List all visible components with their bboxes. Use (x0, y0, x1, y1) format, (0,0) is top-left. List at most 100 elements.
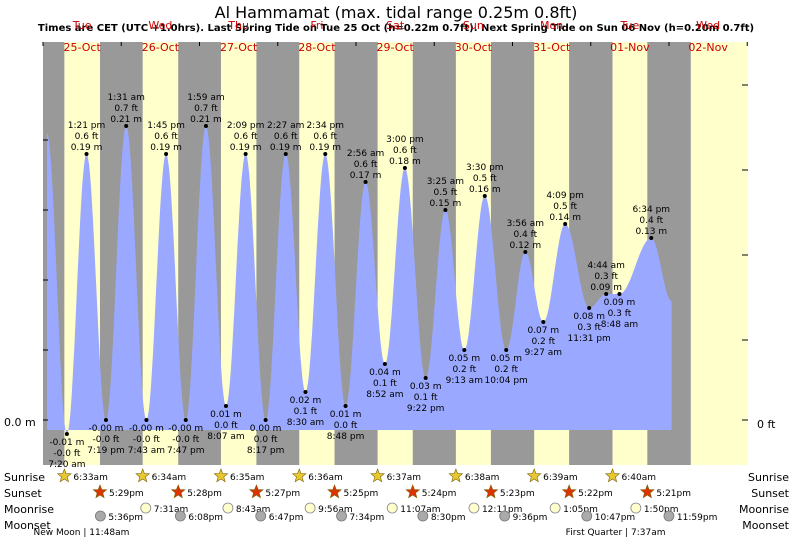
moonset-icon (663, 510, 675, 522)
tide-ft-label: 0.0 ft (214, 421, 238, 431)
tide-time-label: 3:00 pm (386, 135, 424, 145)
high-tide-marker: 2:56 am0.6 ft0.17 m (347, 149, 384, 184)
sunrise-event: 6:40am (604, 468, 656, 483)
high-tide-marker: 4:09 pm0.5 ft0.14 m (546, 191, 584, 226)
moonrise-time: 12:11pm (482, 505, 522, 515)
moonset-icon (417, 510, 429, 522)
tide-ft-label: 0.6 ft (154, 132, 178, 142)
tide-time-label: 8:48 am (601, 320, 638, 330)
sunset-event: 5:28pm (170, 484, 222, 499)
tide-ft-label: 0.3 ft (608, 309, 632, 319)
tide-ft-label: 0.5 ft (553, 202, 577, 212)
sunrise-icon (56, 468, 72, 483)
tide-ft-label: 0.6 ft (274, 132, 298, 142)
tide-m-label: -0.00 m (168, 424, 203, 434)
moonrise-icon (222, 502, 234, 514)
tide-time-label: 9:13 am (446, 376, 483, 386)
tide-time-label: 7:19 pm (87, 446, 125, 456)
moonrise-event: 7:31am (140, 502, 188, 515)
high-tide-marker: 3:30 pm0.5 ft0.16 m (466, 163, 504, 198)
day-date-label: 02-Nov (688, 41, 728, 54)
tide-m-label: 0.19 m (71, 143, 103, 153)
tide-ft-label: 0.0 ft (254, 435, 278, 445)
moonset-event: 9:36pm (499, 510, 547, 523)
low-tide-marker: 0.01 m0.0 ft8:48 pm (327, 404, 364, 442)
day-name-label: Mon (540, 19, 563, 32)
sunset-icon (405, 484, 421, 499)
tide-point (243, 152, 248, 156)
day-date-label: 31-Oct (533, 41, 571, 54)
tide-point (563, 222, 568, 226)
row-label-right: Sunset (751, 487, 789, 500)
tide-point (263, 418, 268, 422)
low-tide-marker: 0.09 m0.3 ft8:48 am (601, 292, 638, 330)
moonset-time: 5:36pm (108, 513, 143, 523)
day-name-label: Thu (227, 19, 249, 32)
tide-point (323, 152, 328, 156)
sunrise-time: 6:35am (230, 473, 265, 483)
tide-point (604, 292, 609, 296)
high-tide-marker: 4:44 am0.3 ft0.09 m (588, 261, 625, 296)
sunset-time: 5:29pm (109, 489, 144, 499)
moonrise-time: 9:56am (318, 505, 353, 515)
sunrise-event: 6:37am (370, 468, 422, 483)
moonset-time: 11:59pm (677, 513, 717, 523)
tide-m-label: 0.13 m (635, 227, 667, 237)
tide-ft-label: 0.3 ft (577, 323, 601, 333)
moonset-time: 7:34pm (350, 513, 385, 523)
tide-ft-label: 0.5 ft (434, 188, 458, 198)
daylight-band (690, 42, 748, 465)
moonset-icon (94, 510, 106, 522)
tide-point (382, 362, 387, 366)
tide-time-label: 1:45 pm (147, 121, 185, 131)
tide-point (103, 418, 108, 422)
tide-time-label: 8:30 am (287, 418, 324, 428)
tide-time-label: 9:22 pm (407, 404, 445, 414)
moonrise-icon (549, 502, 561, 514)
moonrise-event: 9:56am (304, 502, 353, 515)
moonrise-icon (630, 502, 642, 514)
moonset-time: 10:47pm (595, 513, 635, 523)
high-tide-marker: 1:45 pm0.6 ft0.19 m (147, 121, 185, 156)
high-tide-marker: 2:09 pm0.6 ft0.19 m (227, 121, 265, 156)
sunset-icon (248, 484, 264, 499)
tide-m-label: 0.19 m (309, 143, 341, 153)
day-name-label: Wed (696, 19, 720, 32)
high-tide-marker: 2:27 am0.6 ft0.19 m (267, 121, 304, 156)
tide-point (203, 124, 208, 128)
tide-m-label: 0.00 m (250, 424, 282, 434)
tide-m-label: 0.19 m (230, 143, 262, 153)
tide-time-label: 3:25 am (427, 177, 464, 187)
tide-m-label: 0.16 m (469, 185, 501, 195)
high-tide-marker: 2:34 pm0.6 ft0.19 m (306, 121, 344, 156)
tide-point (124, 124, 129, 128)
moonrise-time: 1:05pm (563, 505, 598, 515)
moonset-icon (499, 510, 511, 522)
day-date-label: 01-Nov (610, 41, 650, 54)
sunrise-event: 6:35am (213, 468, 265, 483)
tide-time-label: 3:30 pm (466, 163, 504, 173)
tide-m-label: 0.05 m (490, 354, 522, 364)
tide-point (649, 236, 654, 240)
tide-point (462, 348, 467, 352)
sunrise-time: 6:37am (387, 473, 422, 483)
tide-m-label: 0.01 m (210, 410, 242, 420)
tide-m-label: 0.08 m (573, 312, 605, 322)
tide-ft-label: 0.7 ft (194, 104, 218, 114)
tide-point (443, 208, 448, 212)
moonset-event: 11:59pm (663, 510, 717, 523)
tide-point (523, 250, 528, 254)
sunset-time: 5:21pm (656, 489, 691, 499)
tide-m-label: 0.09 m (590, 283, 622, 293)
tide-time-label: 2:34 pm (306, 121, 344, 131)
low-tide-marker: 0.02 m0.1 ft8:30 am (287, 390, 324, 428)
tide-point (504, 348, 509, 352)
tide-time-label: 11:31 pm (568, 334, 611, 344)
sunset-event: 5:23pm (483, 484, 535, 499)
tide-ft-label: 0.2 ft (494, 365, 518, 375)
sunset-event: 5:25pm (327, 484, 378, 499)
tide-time-label: 2:09 pm (227, 121, 265, 131)
tide-ft-label: -0.0 ft (92, 435, 119, 445)
day-name-label: Fri (310, 19, 323, 32)
